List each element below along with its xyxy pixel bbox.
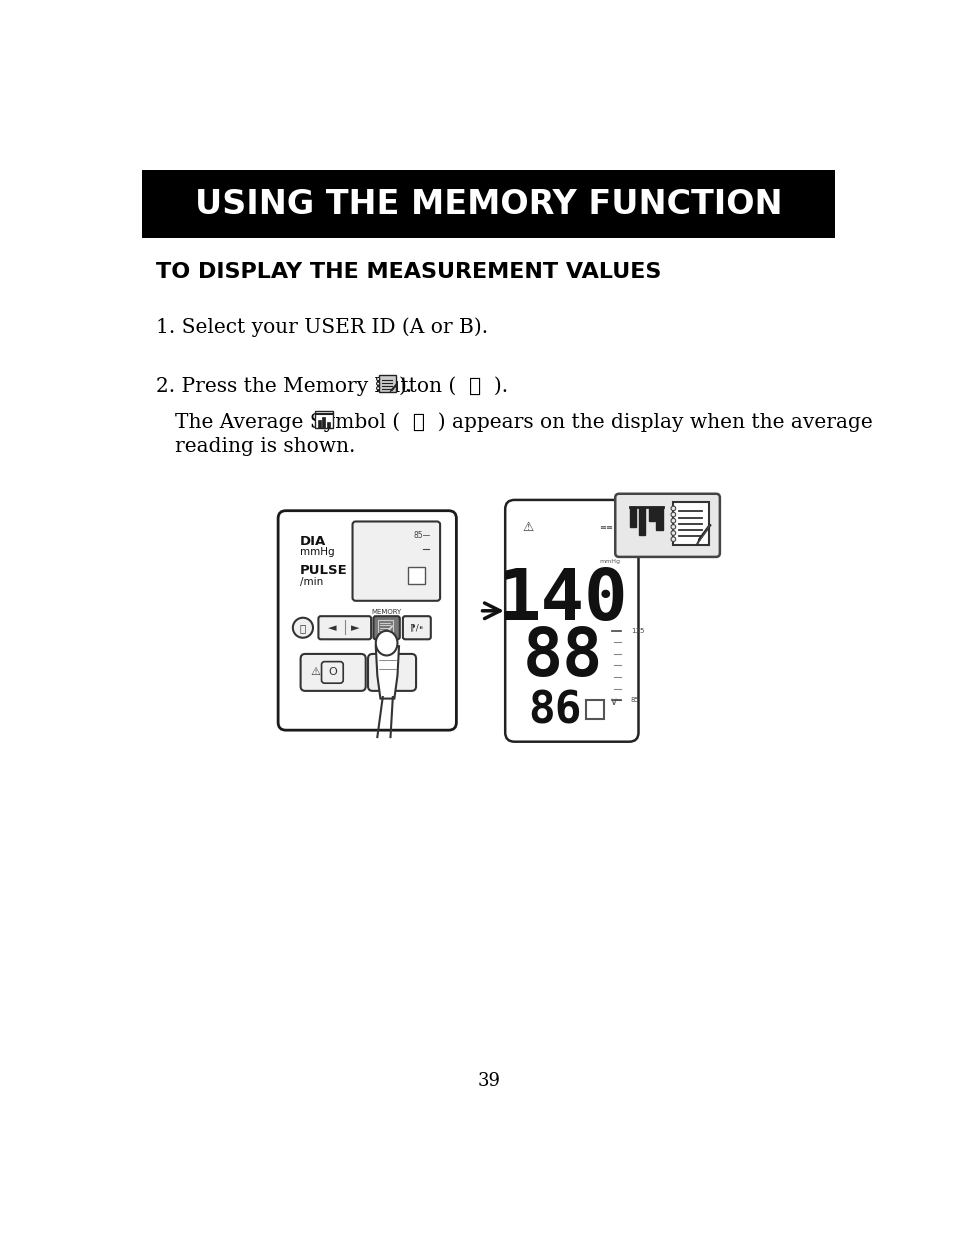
Circle shape (376, 382, 379, 386)
Text: ≡≡: ≡≡ (598, 523, 613, 532)
Bar (322, 417, 325, 428)
Text: reading is shown.: reading is shown. (174, 438, 355, 456)
Text: 85: 85 (630, 697, 639, 703)
FancyBboxPatch shape (373, 616, 399, 640)
FancyBboxPatch shape (505, 500, 638, 742)
Polygon shape (375, 646, 398, 698)
Text: DIA: DIA (299, 534, 326, 548)
FancyBboxPatch shape (368, 653, 416, 691)
Text: MEMORY: MEMORY (371, 609, 401, 615)
FancyBboxPatch shape (321, 662, 343, 683)
FancyBboxPatch shape (673, 502, 708, 546)
Bar (585, 701, 604, 719)
FancyBboxPatch shape (278, 511, 456, 730)
Text: 140: 140 (497, 565, 627, 635)
Text: PULSE: PULSE (299, 564, 347, 578)
Text: mmHg: mmHg (299, 547, 335, 557)
Text: ∨: ∨ (609, 697, 618, 707)
Text: 2. Press the Memory button (  ␧  ).: 2. Press the Memory button ( ␧ ). (155, 376, 507, 396)
Circle shape (376, 387, 379, 389)
FancyBboxPatch shape (353, 522, 439, 601)
Bar (327, 422, 330, 428)
Text: The Average Symbol (  ⧉  ) appears on the display when the average: The Average Symbol ( ⧉ ) appears on the … (174, 413, 872, 432)
Text: 86: 86 (528, 689, 581, 733)
Bar (408, 567, 425, 584)
FancyBboxPatch shape (402, 616, 431, 640)
Text: ⚠: ⚠ (310, 667, 320, 677)
Text: 85—: 85— (413, 531, 431, 539)
Text: ◄: ◄ (328, 622, 336, 632)
Bar (639, 507, 645, 534)
Bar (317, 420, 320, 428)
FancyBboxPatch shape (142, 170, 835, 238)
Text: ).: ). (397, 377, 412, 396)
Circle shape (670, 531, 675, 536)
Circle shape (293, 618, 313, 637)
Text: 1. Select your USER ID (A or B).: 1. Select your USER ID (A or B). (155, 317, 487, 337)
FancyBboxPatch shape (300, 653, 365, 691)
Circle shape (670, 525, 675, 529)
Text: /min: /min (299, 577, 323, 587)
Text: mmHg: mmHg (598, 559, 619, 564)
Circle shape (670, 506, 675, 511)
FancyBboxPatch shape (314, 412, 333, 428)
FancyBboxPatch shape (615, 494, 720, 557)
Text: USING THE MEMORY FUNCTION: USING THE MEMORY FUNCTION (195, 187, 781, 221)
Text: ►: ► (351, 622, 359, 632)
Text: 39: 39 (476, 1071, 500, 1090)
Text: ⏻: ⏻ (299, 622, 306, 632)
Circle shape (670, 537, 675, 542)
Text: ⚠: ⚠ (522, 521, 534, 534)
Circle shape (376, 377, 379, 381)
Text: TO DISPLAY THE MEASUREMENT VALUES: TO DISPLAY THE MEASUREMENT VALUES (155, 262, 660, 281)
Bar (629, 507, 636, 527)
FancyBboxPatch shape (318, 616, 371, 640)
Ellipse shape (375, 631, 397, 656)
Text: 135: 135 (630, 627, 643, 634)
Text: ⁋/⁌: ⁋/⁌ (410, 624, 423, 632)
Text: S: S (382, 670, 390, 682)
Bar (656, 507, 661, 529)
Bar (648, 507, 654, 521)
FancyBboxPatch shape (378, 376, 395, 392)
Circle shape (670, 512, 675, 517)
Text: O: O (328, 667, 336, 677)
Circle shape (670, 518, 675, 523)
FancyBboxPatch shape (626, 501, 665, 546)
FancyBboxPatch shape (377, 620, 393, 632)
Text: 88: 88 (522, 624, 602, 689)
